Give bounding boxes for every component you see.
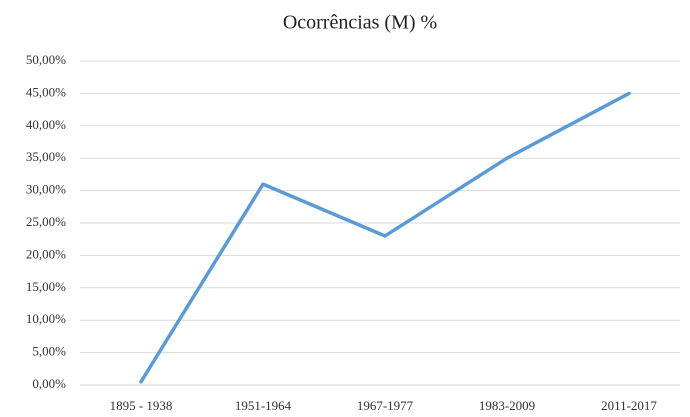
y-tick-label: 20,00% [26,246,66,261]
y-tick-label: 10,00% [26,311,66,326]
x-tick-label: 1967-1977 [357,398,414,413]
y-tick-label: 40,00% [26,117,66,132]
x-tick-label: 1983-2009 [479,398,535,413]
y-tick-label: 25,00% [26,214,66,229]
y-tick-label: 50,00% [26,52,66,67]
y-tick-label: 45,00% [26,84,66,99]
y-tick-label: 30,00% [26,182,66,197]
x-tick-label: 2011-2017 [601,398,657,413]
y-tick-label: 35,00% [26,149,66,164]
y-tick-label: 0,00% [32,376,66,391]
y-tick-label: 15,00% [26,279,66,294]
chart-title: Ocorrências (M) % [283,12,437,34]
y-tick-label: 5,00% [32,344,66,359]
data-line [139,91,631,384]
x-tick-label: 1895 - 1938 [110,398,173,413]
x-tick-label: 1951-1964 [235,398,292,413]
